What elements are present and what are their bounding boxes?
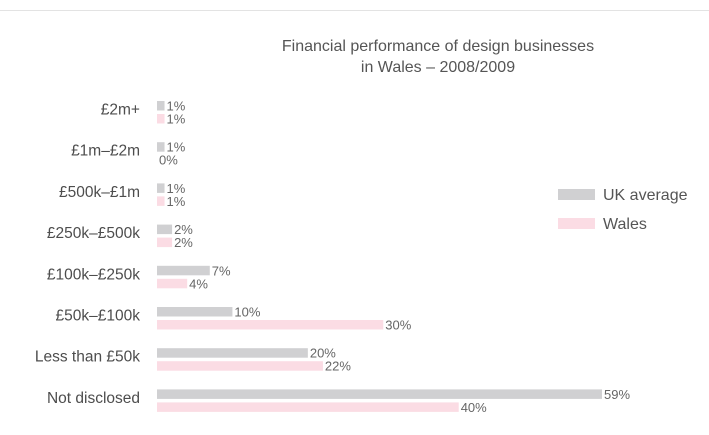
bar-uk-average <box>157 307 232 317</box>
value-label: 1% <box>167 112 186 127</box>
bar-uk-average <box>157 266 210 276</box>
bar-uk-average <box>157 225 172 235</box>
bar-uk-average <box>157 348 308 358</box>
legend-label: Wales <box>603 216 647 233</box>
value-label: 1% <box>167 194 186 209</box>
value-label: 4% <box>189 276 208 291</box>
value-label: 40% <box>461 400 487 415</box>
legend-label: UK average <box>603 187 688 204</box>
bar-wales <box>157 196 165 206</box>
legend-swatch <box>558 218 595 229</box>
bar-uk-average <box>157 183 165 193</box>
category-label: £500k–£1m <box>59 184 140 201</box>
bar-uk-average <box>157 389 602 399</box>
value-label: 0% <box>159 153 178 168</box>
bar-uk-average <box>157 142 165 152</box>
category-label: £100k–£250k <box>47 266 140 283</box>
value-label: 59% <box>604 387 630 402</box>
category-label: Less than £50k <box>35 349 140 366</box>
bar-wales <box>157 279 187 289</box>
value-label: 7% <box>212 263 231 278</box>
category-label: £250k–£500k <box>47 225 140 242</box>
legend: UK average Wales <box>558 187 688 233</box>
chart-subtitle: in Wales – 2008/2009 <box>361 59 515 76</box>
bar-wales <box>157 361 323 371</box>
category-label: £1m–£2m <box>71 143 140 160</box>
bar-wales <box>157 320 383 330</box>
chart-title: Financial performance of design business… <box>282 38 594 55</box>
bar-wales <box>157 114 165 124</box>
category-label: £50k–£100k <box>56 308 141 325</box>
value-label: 10% <box>234 305 260 320</box>
bars-layer: £2m+ 1%1%£1m–£2m 1%0%£500k–£1m 1%1%£250k–£5… <box>35 99 631 415</box>
value-label: 2% <box>174 235 193 250</box>
value-label: 22% <box>325 359 351 374</box>
value-label: 30% <box>385 318 411 333</box>
legend-swatch <box>558 189 595 200</box>
bar-wales <box>157 402 459 412</box>
category-label: Not disclosed <box>47 390 140 407</box>
bar-uk-average <box>157 101 165 111</box>
bar-wales <box>157 238 172 248</box>
category-label: £2m+ <box>101 102 140 119</box>
